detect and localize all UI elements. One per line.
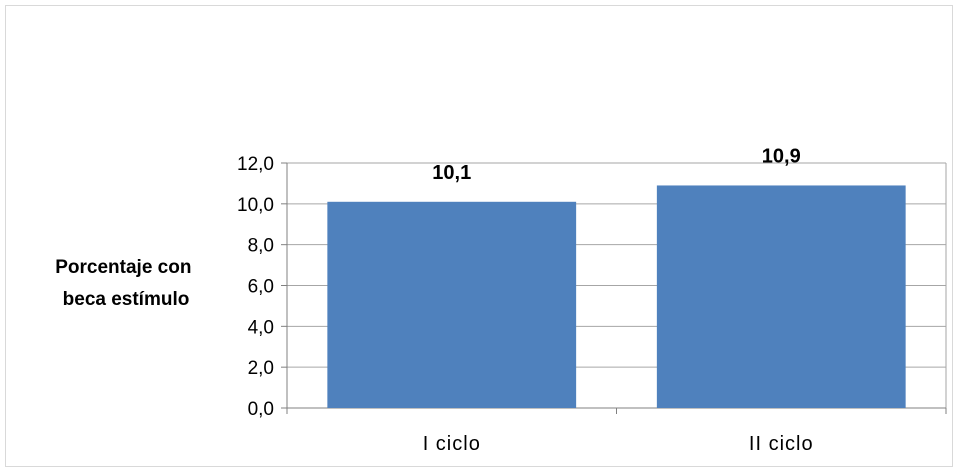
bar [656,185,906,408]
y-axis-label-line-2: beca estímulo [63,289,190,310]
y-tick-label: 6,0 [248,277,274,298]
x-category-label: II ciclo [749,433,814,455]
y-tick-label: 2,0 [248,358,274,379]
y-axis-label-line-1: Porcentaje con [55,257,191,278]
y-tick-label: 8,0 [248,236,274,257]
y-tick-label: 4,0 [248,317,274,338]
y-tick-labels: 0,0 2,0 4,0 6,0 8,0 10,0 12,0 [237,154,274,420]
x-category-labels: I ciclo II ciclo [423,433,814,455]
y-tick-label: 0,0 [248,399,274,420]
y-axis-label: Porcentaje con beca estímulo [55,257,197,310]
data-labels: 10,1 10,9 [432,145,800,183]
data-label: 10,9 [762,145,801,167]
bar [327,201,577,408]
data-label: 10,1 [432,162,471,184]
x-category-label: I ciclo [423,433,481,455]
y-tick-label: 10,0 [237,195,274,216]
y-tick-label: 12,0 [237,154,274,175]
bars [327,185,906,408]
